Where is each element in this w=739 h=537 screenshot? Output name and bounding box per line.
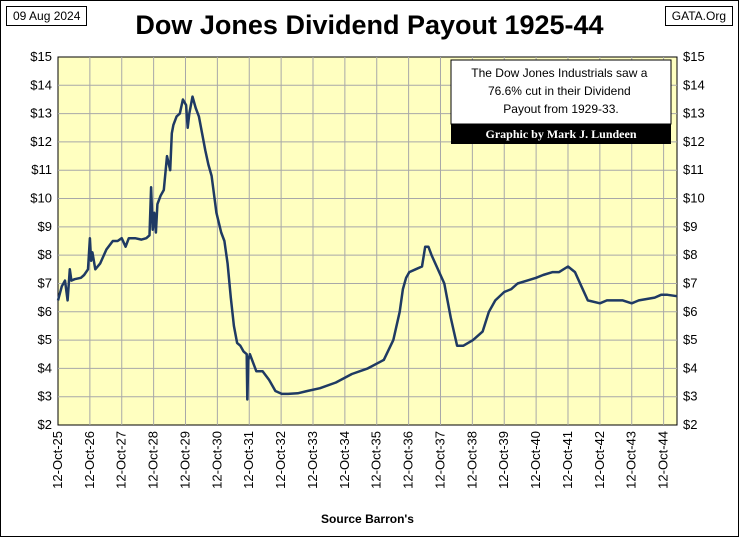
y-tick-label-left: $7	[38, 275, 52, 290]
x-tick-label: 12-Oct-42	[592, 431, 607, 489]
x-tick-label: 12-Oct-31	[241, 431, 256, 489]
x-tick-label: 12-Oct-33	[305, 431, 320, 489]
y-tick-label-left: $4	[38, 360, 52, 375]
dividend-series-line	[56, 95, 678, 401]
credit-text: Graphic by Mark J. Lundeen	[485, 127, 636, 141]
y-tick-label-right: $7	[683, 275, 697, 290]
y-tick-label-right: $9	[683, 219, 697, 234]
y-tick-label-right: $3	[683, 389, 697, 404]
y-tick-label-right: $5	[683, 332, 697, 347]
x-tick-label: 12-Oct-34	[337, 431, 352, 489]
chart-title: Dow Jones Dividend Payout 1925-44	[135, 10, 604, 40]
x-tick-label: 12-Oct-38	[464, 431, 479, 489]
y-tick-label-right: $13	[683, 106, 705, 121]
y-tick-label-left: $9	[38, 219, 52, 234]
x-tick-label: 12-Oct-43	[624, 431, 639, 489]
y-axis-right: $2 $3 $4 $5 $6 $7 $8 $9 $10 $11 $12 $13 $14 $15	[683, 49, 705, 432]
credit-background	[451, 124, 671, 144]
y-axis-left: $2 $3 $4 $5 $6 $7 $8 $9 $10 $11 $12 $13 $14 $15	[30, 49, 52, 432]
y-tick-label-left: $3	[38, 389, 52, 404]
x-tick-label: 12-Oct-32	[273, 431, 288, 489]
y-tick-label-left: $5	[38, 332, 52, 347]
annotation-text: The Dow Jones Industrials saw a 76.6% cu…	[471, 66, 650, 116]
x-tick-label: 12-Oct-36	[401, 431, 416, 489]
x-tick-label: 12-Oct-26	[82, 431, 97, 489]
x-tick-label: 12-Oct-25	[50, 431, 65, 489]
y-tick-label-right: $14	[683, 77, 705, 92]
x-tick-label: 12-Oct-29	[177, 431, 192, 489]
source-label: Source Barron's	[321, 512, 414, 526]
annotation-line-1: The Dow Jones Industrials saw a	[471, 66, 647, 80]
site-label: GATA.Org	[664, 6, 733, 26]
y-tick-label-right: $11	[683, 162, 704, 177]
x-axis: 12-Oct-25 12-Oct-26 12-Oct-27 12-Oct-28 12-O…	[50, 431, 671, 489]
y-tick-label-right: $12	[683, 134, 705, 149]
y-tick-label-right: $6	[683, 304, 697, 319]
y-tick-label-right: $2	[683, 417, 697, 432]
x-tick-label: 12-Oct-28	[146, 431, 161, 489]
x-tick-label: 12-Oct-30	[209, 431, 224, 489]
annotation-line-2: 76.6% cut in their Dividend	[488, 84, 631, 98]
y-tick-label-right: $10	[683, 191, 705, 206]
x-tick-label: 12-Oct-37	[432, 431, 447, 489]
y-tick-label-right: $4	[683, 360, 697, 375]
x-tick-label: 12-Oct-35	[369, 431, 384, 489]
y-tick-label-right: $15	[683, 49, 705, 64]
y-tick-label-left: $15	[30, 49, 52, 64]
annotation-line-3: Payout from 1929-33.	[503, 102, 618, 116]
y-tick-label-left: $10	[30, 191, 52, 206]
annotation-box: The Dow Jones Industrials saw a 76.6% cu…	[450, 59, 672, 144]
x-tick-label: 12-Oct-44	[656, 431, 671, 489]
y-tick-label-left: $8	[38, 247, 52, 262]
x-tick-label: 12-Oct-39	[496, 431, 511, 489]
annotation-background	[450, 59, 672, 125]
y-tick-label-left: $6	[38, 304, 52, 319]
y-tick-label-left: $12	[30, 134, 52, 149]
y-tick-label-left: $14	[30, 77, 52, 92]
x-tick-label: 12-Oct-40	[528, 431, 543, 489]
y-tick-label-left: $2	[38, 417, 52, 432]
y-tick-label-left: $11	[31, 162, 52, 177]
x-tick-label: 12-Oct-27	[114, 431, 129, 489]
date-label: 09 Aug 2024	[6, 6, 88, 26]
y-tick-label-left: $13	[30, 106, 52, 121]
y-tick-label-right: $8	[683, 247, 697, 262]
x-tick-label: 12-Oct-41	[560, 431, 575, 489]
